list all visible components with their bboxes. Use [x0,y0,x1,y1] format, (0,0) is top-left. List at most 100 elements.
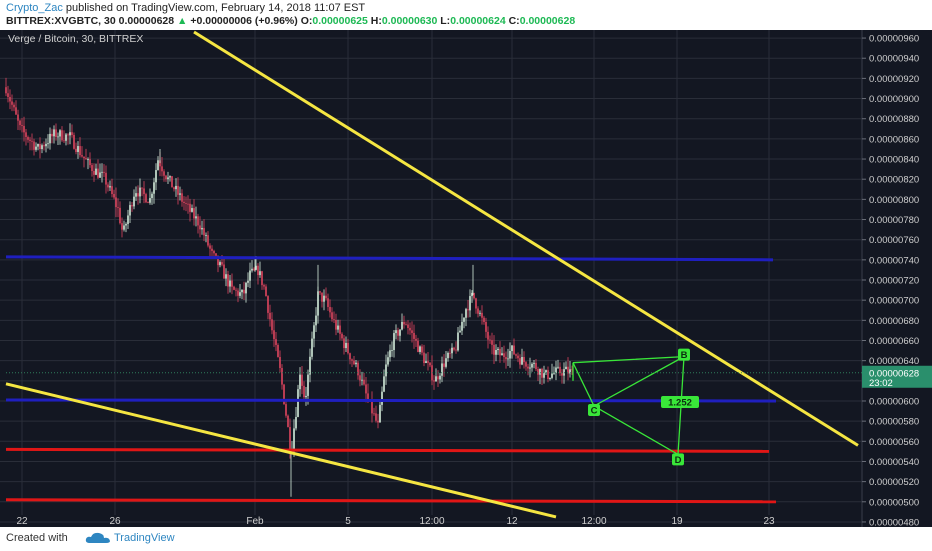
candle-body [281,368,283,385]
candle-body [483,317,485,322]
candle-body [293,428,295,449]
chart-plot-area[interactable]: B C D 1.252 0.00000960 0.00000940 0.00000920 0… [0,30,932,528]
red-bottom-line [5,498,777,504]
candle-body [453,347,455,350]
tradingview-cloud-icon [84,530,112,551]
candle-body [339,325,341,334]
candle-body [55,129,57,138]
candle-body [223,264,225,279]
candle-body [475,298,477,309]
price-tick-label: 0.00000800 [869,195,919,206]
candle-body [363,379,365,385]
horizontal-levels [5,255,777,504]
trendlines [5,30,859,519]
candle-body [269,312,271,320]
candle-body [257,265,259,276]
candle-body [169,176,171,178]
chart-header: Crypto_Zac published on TradingView.com,… [0,0,932,30]
candle-body [513,345,515,355]
candle-body [175,185,177,190]
candle-body [497,348,499,351]
candle-body [137,193,139,197]
candle-body [91,165,93,171]
candle-body [461,321,463,331]
pattern-ratio-label: 1.252 [668,397,692,408]
candle-body [331,312,333,320]
price-axis[interactable] [862,30,932,527]
candle-body [299,374,301,390]
candle-body [65,134,67,141]
candle-body [443,363,445,367]
candle-body [421,346,423,353]
candle-body [479,312,481,314]
author-link[interactable]: Crypto_Zac [6,2,63,14]
candle-body [25,132,27,138]
candle-body [203,227,205,236]
candle-body [227,274,229,287]
candle-body [397,330,399,336]
candle-body [239,292,241,296]
price-tick-label: 0.00000560 [869,437,919,448]
candle-body [473,292,475,299]
candle-body [221,262,223,265]
price-tick-label: 0.00000900 [869,94,919,105]
candle-body [307,374,309,396]
ohlc-line: BITTREX:XVGBTC, 30 0.00000628 ▲ +0.00000… [6,15,575,27]
candle-body [273,330,275,340]
candle-body [127,215,129,224]
candle-body [289,427,291,450]
candle-body [145,194,147,203]
candle-body [143,188,145,195]
candle-body [515,354,517,356]
candle-body [561,373,563,376]
candle-body [101,171,103,173]
candle-body [23,125,25,133]
candle-body [21,125,23,126]
candle-body [251,268,253,271]
tradingview-brand[interactable]: TradingView [114,532,175,544]
current-price-label: 0.00000628 [869,368,919,379]
candle-body [467,309,469,311]
candle-body [45,143,47,147]
candle-body [323,295,325,302]
candle-body [27,137,29,140]
candle-body [295,416,297,429]
candle-body [75,148,77,152]
price-tick-label: 0.00000640 [869,356,919,367]
candle-body [509,351,511,359]
price-tick-label: 0.00000600 [869,396,919,407]
candle-body [67,134,69,136]
candle-body [367,393,369,401]
price-tick-label: 0.00000920 [869,74,919,85]
candle-body [229,280,231,287]
candle-body [505,357,507,360]
candle-body [235,289,237,291]
time-tick-label: 23 [763,516,775,527]
candle-body [495,350,497,355]
price-tick-label: 0.00000840 [869,155,919,166]
candle-body [279,356,281,369]
candle-body [489,339,491,341]
candle-body [459,330,461,333]
price-tick-label: 0.00000540 [869,457,919,468]
price-chart[interactable]: B C D 1.252 0.00000960 0.00000940 0.00000920 0… [0,30,932,528]
candle-body [317,291,319,316]
close-value: 0.00000628 [519,15,576,27]
candle-body [355,362,357,365]
price-tick-label: 0.00000720 [869,276,919,287]
candle-body [59,130,61,137]
countdown-label: 23:02 [869,378,893,389]
candle-body [375,413,377,421]
candle-body [319,291,321,293]
candle-body [15,107,17,115]
candle-body [311,338,313,357]
price-tick-label: 0.00000520 [869,477,919,488]
candle-body [401,321,403,330]
candle-body [423,352,425,363]
footer: Created with TradingView [0,527,932,550]
candle-body [417,340,419,352]
time-tick-label: 5 [345,516,351,527]
price-tick-label: 0.00000760 [869,235,919,246]
candle-body [247,280,249,283]
candle-body [565,366,567,370]
